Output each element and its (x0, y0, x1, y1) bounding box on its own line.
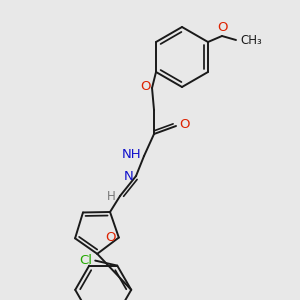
Text: O: O (140, 80, 151, 94)
Text: NH: NH (122, 148, 141, 161)
Text: O: O (218, 21, 228, 34)
Text: O: O (179, 118, 190, 131)
Text: CH₃: CH₃ (240, 34, 262, 46)
Text: N: N (123, 169, 133, 182)
Text: O: O (105, 231, 116, 244)
Text: Cl: Cl (79, 254, 92, 267)
Text: H: H (107, 190, 116, 202)
